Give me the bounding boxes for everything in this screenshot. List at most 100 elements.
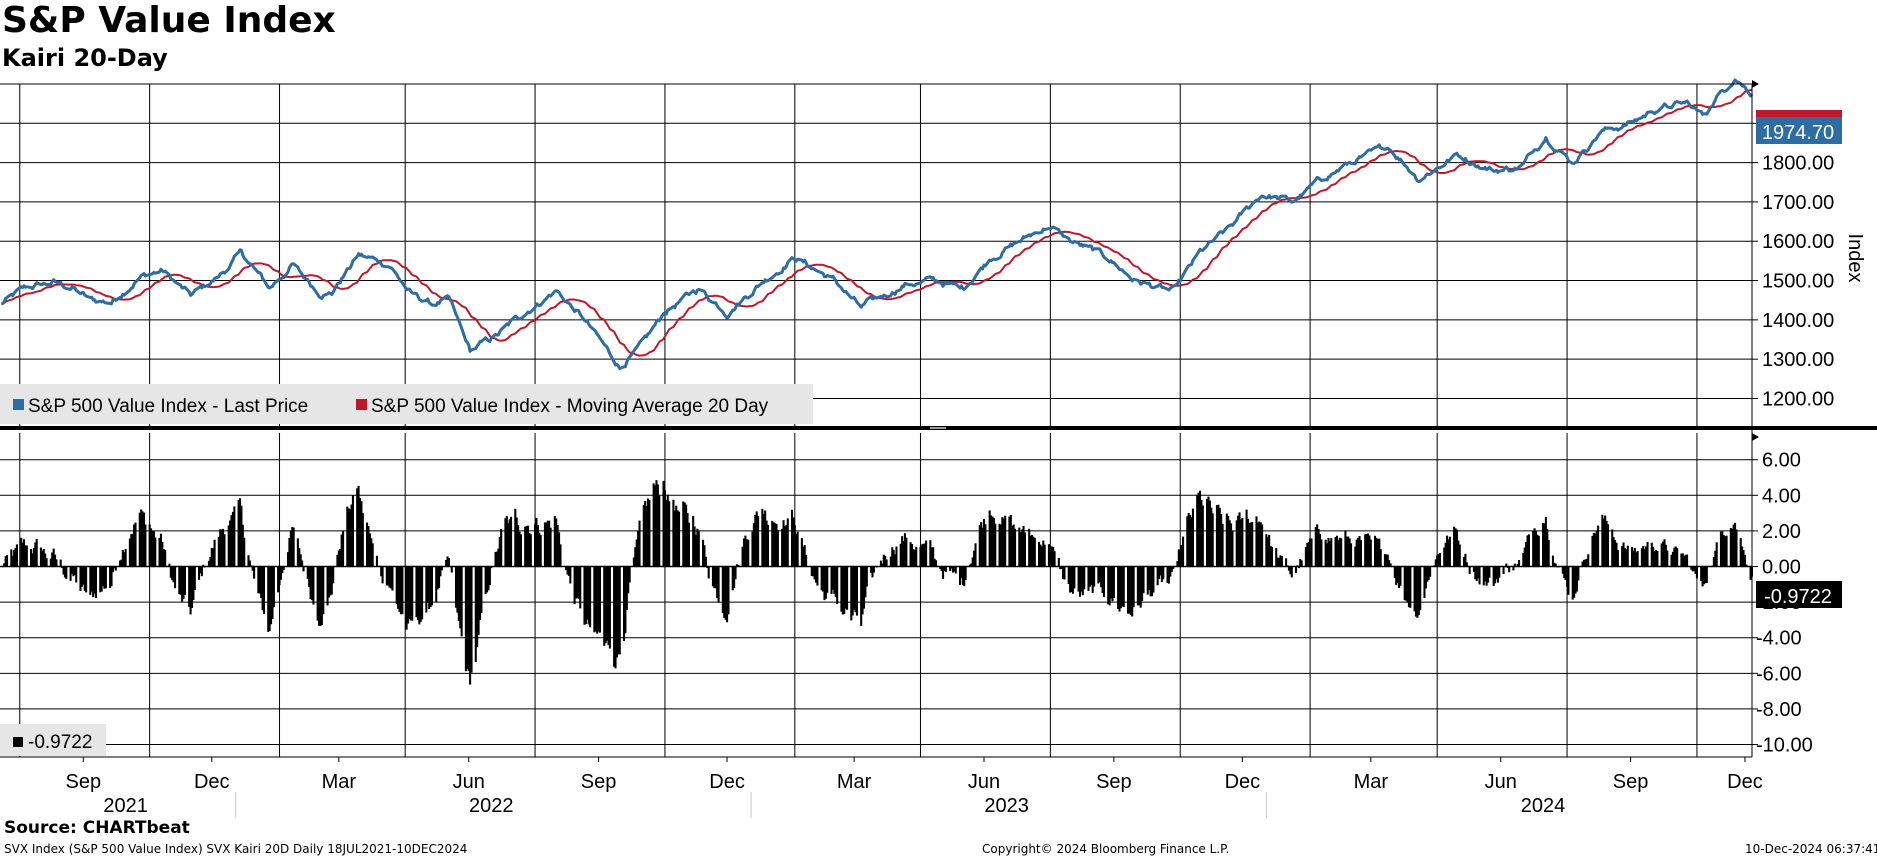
kairi-bar xyxy=(113,566,116,569)
kairi-bar xyxy=(1424,566,1427,589)
kairi-bar xyxy=(932,547,935,567)
kairi-bar xyxy=(65,566,68,579)
kairi-bar xyxy=(32,547,35,567)
kairi-bar xyxy=(109,566,112,589)
kairi-bar xyxy=(148,524,151,567)
chart-subtitle: Kairi 20-Day xyxy=(2,44,168,72)
kairi-bar xyxy=(181,566,184,602)
kairi-bar xyxy=(1581,561,1584,567)
kairi-bar xyxy=(822,566,825,592)
kairi-bar xyxy=(487,566,490,591)
kairi-bar xyxy=(1176,561,1179,567)
kairi-bar xyxy=(327,566,330,598)
kairi-bar xyxy=(1081,566,1084,596)
kairi-bar xyxy=(257,566,260,594)
kairi-bar xyxy=(268,566,271,631)
kairi-bar xyxy=(1365,534,1368,567)
kairi-bar xyxy=(1656,551,1659,567)
kairi-bar xyxy=(342,530,345,567)
kairi-bar xyxy=(447,558,450,567)
panel-splitter-handle xyxy=(930,427,946,429)
kairi-bar xyxy=(469,566,472,685)
kairi-bar xyxy=(628,566,631,583)
kairi-bar xyxy=(337,550,340,567)
kairi-bar xyxy=(1546,529,1549,567)
year-tick-label: 2022 xyxy=(469,795,514,817)
kairi-bar xyxy=(745,539,748,567)
kairi-bar xyxy=(844,566,847,609)
kairi-bar xyxy=(1721,531,1724,567)
kairi-bar xyxy=(1152,566,1155,593)
kairi-bar xyxy=(1478,566,1481,585)
kairi-bar xyxy=(1605,520,1608,567)
kairi-bar xyxy=(950,566,953,569)
kairi-bar xyxy=(1684,554,1687,567)
kairi-bar xyxy=(964,566,967,580)
kairi-bar xyxy=(766,524,770,567)
kairi-bar xyxy=(168,563,171,567)
kairi-bar xyxy=(1427,566,1430,581)
kairi-bar xyxy=(1230,523,1233,567)
kairi-bar xyxy=(425,566,428,613)
month-tick-label: Sep xyxy=(1096,771,1132,793)
kairi-bar xyxy=(192,566,195,601)
kairi-bar xyxy=(178,566,181,595)
kairi-bar xyxy=(902,540,905,567)
kairi-bar xyxy=(227,525,230,567)
kairi-bar xyxy=(1248,523,1251,567)
kairi-bar xyxy=(606,566,609,641)
kairi-bar xyxy=(587,566,590,625)
year-tick-label: 2023 xyxy=(984,795,1029,817)
kairi-bar xyxy=(164,550,167,567)
kairi-bar xyxy=(1201,505,1204,567)
kairi-bar xyxy=(51,552,54,567)
kairi-bar xyxy=(385,566,388,586)
lower-tick-label: -4.00 xyxy=(1756,628,1802,650)
kairi-bar xyxy=(1310,538,1313,567)
kairi-bar xyxy=(524,526,527,567)
kairi-bar xyxy=(733,566,736,589)
kairi-bar xyxy=(339,548,342,567)
kairi-bar xyxy=(1673,547,1676,567)
kairi-bar xyxy=(909,542,912,567)
kairi-bar xyxy=(892,549,895,567)
kairi-bar xyxy=(477,566,480,636)
kairi-bar xyxy=(1266,536,1269,567)
kairi-bar xyxy=(114,566,117,571)
kairi-bar xyxy=(757,515,760,567)
kairi-bar xyxy=(1444,542,1447,567)
kairi-bar xyxy=(1038,542,1041,567)
price-lines xyxy=(1,78,1754,371)
kairi-bar xyxy=(1625,549,1628,567)
kairi-bar xyxy=(665,499,668,567)
kairi-bar xyxy=(103,566,106,589)
month-tick-label: Dec xyxy=(194,771,230,793)
kairi-bar xyxy=(418,566,421,625)
kairi-bar xyxy=(439,566,442,577)
kairi-bar xyxy=(1179,552,1182,567)
kairi-bar xyxy=(1575,566,1578,592)
kairi-bar xyxy=(320,566,323,626)
kairi-bar xyxy=(942,566,945,579)
kairi-bar xyxy=(1577,566,1580,581)
kairi-bar xyxy=(1060,566,1063,570)
kairi-bar xyxy=(1536,534,1539,567)
kairi-bar xyxy=(596,566,599,634)
month-tick-label: Mar xyxy=(837,771,872,793)
kairi-bar xyxy=(270,566,273,625)
kairi-bar xyxy=(615,566,618,658)
kairi-bar xyxy=(1465,562,1468,567)
year-tick-label: 2021 xyxy=(103,795,148,817)
kairi-bar xyxy=(1246,518,1250,567)
kairi-bar xyxy=(183,566,186,596)
kairi-bar xyxy=(782,520,785,567)
kairi-bar xyxy=(1374,535,1377,567)
kairi-bar xyxy=(1729,528,1732,567)
kairi-bar xyxy=(1063,566,1066,580)
kairi-bar xyxy=(1379,549,1382,567)
kairi-bar xyxy=(1231,530,1234,567)
legend-moving-average-label: S&P 500 Value Index - Moving Average 20 … xyxy=(371,396,769,417)
kairi-bar xyxy=(1671,551,1674,567)
kairi-bar xyxy=(52,548,55,567)
kairi-bar xyxy=(704,556,707,567)
